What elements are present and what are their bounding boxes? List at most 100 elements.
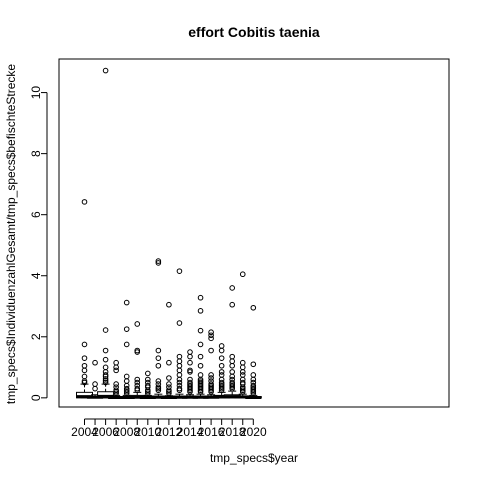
x-tick-label: 2012 xyxy=(156,425,183,439)
outlier-point xyxy=(197,327,204,334)
outlier-point xyxy=(166,390,172,397)
x-tick-label: 2006 xyxy=(92,425,119,439)
x-tick-label: 2014 xyxy=(177,425,204,439)
outlier-point xyxy=(123,326,130,332)
outlier-point xyxy=(239,388,246,395)
outlier-point xyxy=(123,341,130,348)
outlier-point xyxy=(134,376,141,383)
box-2019 xyxy=(234,271,252,399)
outlier-point xyxy=(197,341,204,348)
x-tick-label: 2010 xyxy=(134,425,161,439)
outlier-point xyxy=(166,375,172,381)
outlier-point xyxy=(239,271,246,278)
x-tick-label: 2020 xyxy=(240,425,267,439)
outlier-point xyxy=(208,372,214,378)
outlier-point xyxy=(102,327,109,333)
outlier-point xyxy=(197,388,204,395)
outlier-point xyxy=(229,285,235,291)
outlier-point xyxy=(81,341,88,348)
box-2006 xyxy=(97,67,115,399)
outlier-point xyxy=(208,335,214,342)
outlier-point xyxy=(81,355,88,361)
outlier-point xyxy=(145,370,151,377)
x-axis-label: tmp_specs$year xyxy=(210,451,298,465)
outlier-point xyxy=(81,379,88,386)
outlier-point xyxy=(113,367,119,374)
outlier-point xyxy=(218,387,225,394)
outlier-point xyxy=(134,387,141,394)
outlier-point xyxy=(123,299,130,306)
outlier-point xyxy=(208,375,214,381)
outlier-point xyxy=(155,258,162,264)
y-axis: 0 2 4 6 8 10 xyxy=(29,86,48,401)
outlier-point xyxy=(113,390,119,397)
outlier-point xyxy=(208,388,214,395)
outlier-point xyxy=(218,369,225,375)
outlier-point xyxy=(218,355,225,361)
outlier-point xyxy=(250,376,257,383)
outlier-point xyxy=(155,362,162,369)
outlier-point xyxy=(218,362,225,369)
outlier-point xyxy=(92,359,98,366)
outlier-point xyxy=(166,359,172,366)
outlier-point xyxy=(155,378,162,384)
outlier-point xyxy=(197,362,204,369)
outlier-point xyxy=(176,268,183,274)
outlier-point xyxy=(81,199,88,205)
outlier-point xyxy=(176,379,183,386)
outlier-point xyxy=(92,385,98,392)
outlier-point xyxy=(145,376,151,383)
y-tick-label: 0 xyxy=(29,394,43,401)
box-2012 xyxy=(160,301,178,400)
outlier-point xyxy=(102,379,109,386)
outlier-point xyxy=(197,353,204,360)
y-tick-label: 2 xyxy=(29,333,43,340)
outlier-point xyxy=(102,347,109,354)
box-2010 xyxy=(139,370,157,400)
outlier-point xyxy=(102,377,109,384)
outlier-point xyxy=(145,390,151,397)
outlier-point xyxy=(208,347,214,354)
outlier-point xyxy=(176,320,183,326)
outlier-point xyxy=(176,387,183,394)
outlier-point xyxy=(229,385,235,392)
outlier-point xyxy=(134,379,141,386)
outlier-point xyxy=(113,364,119,371)
outlier-point xyxy=(166,301,172,308)
box-2004 xyxy=(76,199,93,399)
y-tick-label: 8 xyxy=(29,150,43,157)
outlier-point xyxy=(187,353,193,360)
boxplot-series xyxy=(76,67,262,400)
outlier-point xyxy=(134,349,141,355)
x-tick-label: 2004 xyxy=(71,425,98,439)
outlier-point xyxy=(102,376,109,382)
outlier-point xyxy=(250,361,257,368)
outlier-point xyxy=(250,390,257,397)
outlier-point xyxy=(134,321,141,327)
outlier-point xyxy=(197,308,204,314)
outlier-point xyxy=(229,373,235,380)
x-tick-label: 2018 xyxy=(219,425,246,439)
outlier-point xyxy=(250,304,257,311)
plot-frame xyxy=(58,58,450,408)
box-2016 xyxy=(202,329,220,399)
y-axis-label: tmp_specs$IndividuenzahlGesamt/tmp_specs… xyxy=(4,64,18,405)
outlier-point xyxy=(176,376,183,383)
box-2009 xyxy=(128,321,146,399)
outlier-point xyxy=(113,381,119,387)
chart-title: effort Cobitis taenia xyxy=(188,24,320,40)
box-body xyxy=(97,391,115,399)
outlier-point xyxy=(123,390,130,397)
outlier-point xyxy=(102,356,109,363)
outlier-point xyxy=(166,381,172,387)
x-tick-label: 2016 xyxy=(198,425,225,439)
outlier-point xyxy=(187,359,193,366)
outlier-point xyxy=(102,67,109,74)
outlier-point xyxy=(208,332,214,339)
outlier-point xyxy=(155,347,162,354)
box-2017 xyxy=(213,343,231,399)
outlier-point xyxy=(155,355,162,361)
